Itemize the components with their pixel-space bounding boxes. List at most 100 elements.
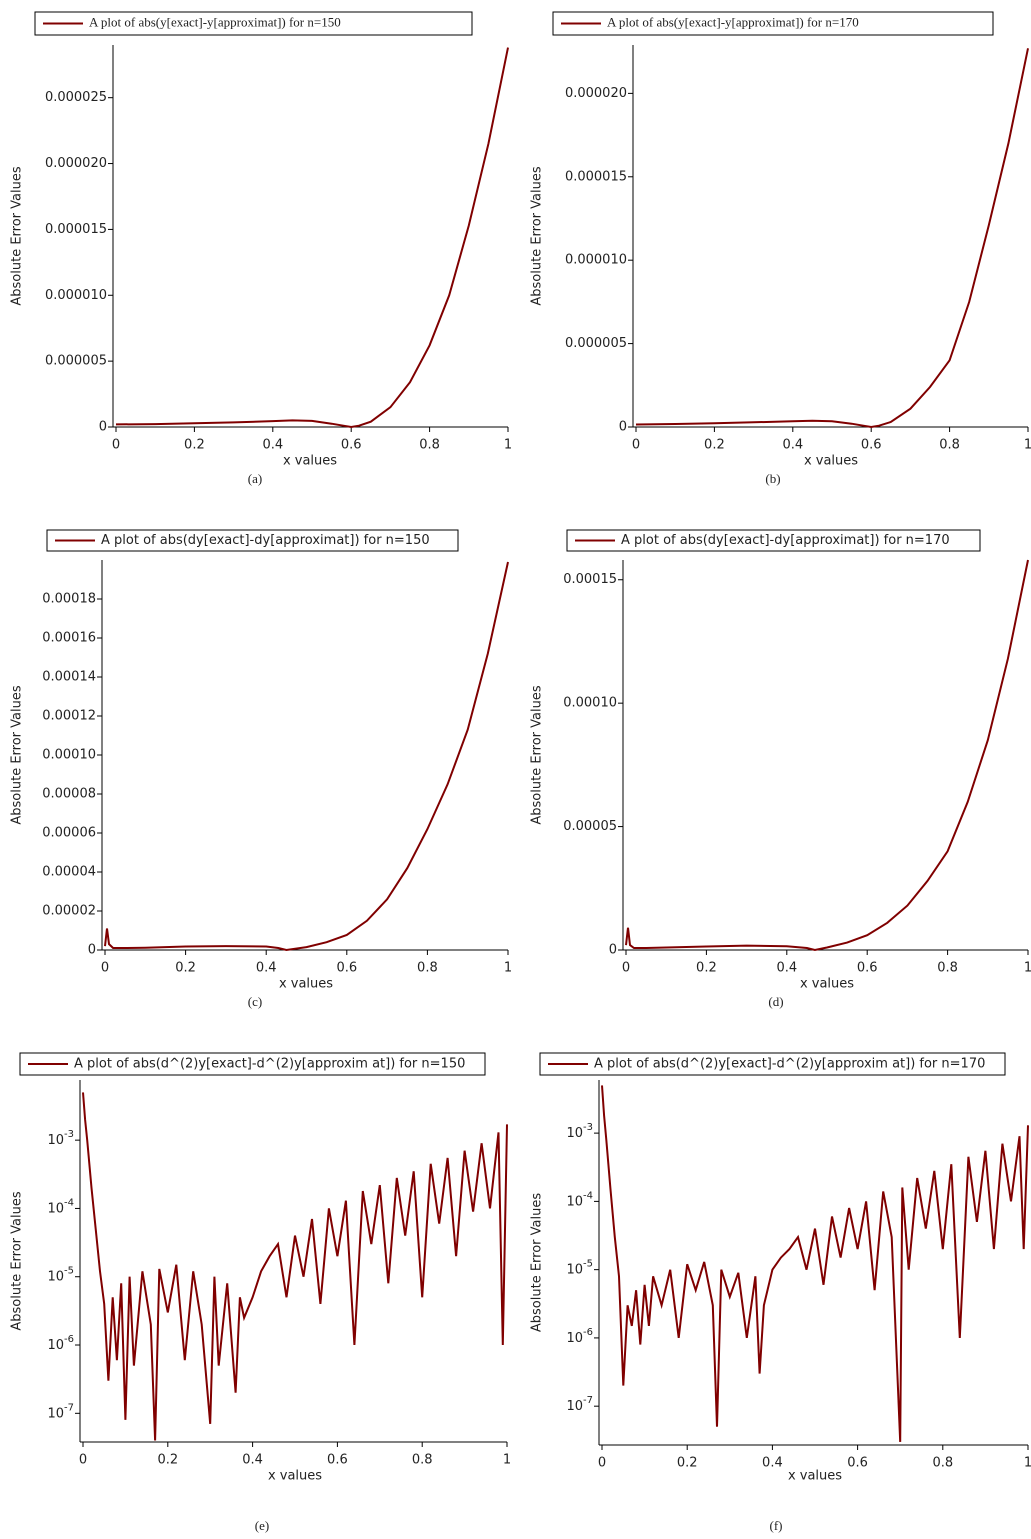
y-tick-label: 0 — [88, 943, 96, 958]
legend-box — [552, 11, 994, 36]
x-tick-label: 0.6 — [327, 1453, 348, 1468]
legend-box — [566, 529, 981, 552]
x-tick-label: 0.6 — [861, 438, 882, 453]
y-tick-label: 10-3 — [566, 1122, 593, 1141]
tick-exponent: -3 — [583, 1122, 593, 1133]
y-tick-label: 0.00012 — [42, 709, 96, 724]
y-axis-label: Absolute Error Values — [530, 685, 545, 824]
y-tick-label: 10-7 — [47, 1402, 74, 1421]
data-line — [104, 561, 509, 952]
tick-base: 10 — [47, 1133, 64, 1148]
y-tick-label: 0.00016 — [42, 631, 96, 646]
y-tick-label: 0.000025 — [45, 90, 107, 105]
legend-label: A plot of abs(dy[exact]-dy[approximat]) … — [101, 533, 430, 548]
legend-box — [539, 1052, 1006, 1076]
y-tick-label: 10-4 — [47, 1197, 74, 1216]
y-tick-label: 10-5 — [47, 1266, 74, 1285]
tick-exponent: -3 — [64, 1129, 74, 1140]
x-tick-label: 1 — [1024, 1456, 1031, 1471]
tick-exponent: -4 — [64, 1197, 74, 1208]
x-tick-label: 0.2 — [696, 961, 717, 976]
tick-base: 10 — [47, 1338, 64, 1353]
tick-base: 10 — [566, 1330, 583, 1345]
y-tick-label: 0.00018 — [42, 592, 96, 607]
x-tick-label: 1 — [1024, 438, 1031, 453]
x-axis-label: x values — [800, 977, 854, 992]
caption: (e) — [255, 1518, 269, 1533]
y-tick-label: 0.00002 — [42, 904, 96, 919]
y-tick-label: 0 — [609, 943, 617, 958]
y-tick-label: 10-6 — [47, 1334, 74, 1353]
y-tick-label: 0 — [99, 420, 107, 435]
x-tick-label: 0 — [112, 438, 120, 453]
tick-base: 10 — [47, 1201, 64, 1216]
tick-exponent: -5 — [64, 1266, 74, 1277]
x-axis-label: x values — [279, 977, 333, 992]
x-axis-label: x values — [788, 1469, 842, 1484]
caption: (a) — [248, 471, 262, 486]
tick-exponent: -6 — [64, 1334, 74, 1345]
x-tick-label: 0.4 — [776, 961, 797, 976]
tick-exponent: -5 — [583, 1259, 593, 1270]
x-tick-label: 0 — [622, 961, 630, 976]
caption: (b) — [765, 471, 780, 486]
y-tick-label: 0.00006 — [42, 826, 96, 841]
legend-box — [34, 11, 473, 36]
legend-label: A plot of abs(d^(2)y[exact]-d^(2)y[appro… — [74, 1057, 465, 1072]
y-tick-label: 10-3 — [47, 1129, 74, 1148]
x-tick-label: 0.6 — [857, 961, 878, 976]
x-tick-label: 0 — [598, 1456, 606, 1471]
legend-label: A plot of abs(y[exact]-y[approximat]) fo… — [607, 14, 859, 29]
x-tick-label: 0.6 — [847, 1456, 868, 1471]
x-tick-label: 0.8 — [419, 438, 440, 453]
x-tick-label: 0.4 — [782, 438, 803, 453]
x-axis-label: x values — [268, 1469, 322, 1484]
y-axis-label: Absolute Error Values — [10, 1191, 25, 1330]
y-tick-label: 0.00014 — [42, 670, 96, 685]
y-axis-label: Absolute Error Values — [10, 685, 25, 824]
x-tick-label: 1 — [503, 1453, 511, 1468]
y-axis-label: Absolute Error Values — [530, 1193, 545, 1332]
legend-box — [46, 529, 459, 552]
y-tick-label: 0.000020 — [45, 156, 107, 171]
y-tick-label: 0.00015 — [563, 572, 617, 587]
x-tick-label: 0.4 — [262, 438, 283, 453]
x-tick-label: 0.2 — [677, 1456, 698, 1471]
x-tick-label: 0.8 — [417, 961, 438, 976]
data-line — [625, 559, 1029, 952]
data-line — [601, 1085, 1029, 1442]
y-tick-label: 0.00004 — [42, 865, 96, 880]
x-tick-label: 0.4 — [242, 1453, 263, 1468]
y-axis-label: Absolute Error Values — [10, 166, 25, 305]
y-tick-label: 0.00010 — [563, 696, 617, 711]
y-tick-label: 0.000015 — [45, 222, 107, 237]
y-tick-label: 10-5 — [566, 1259, 593, 1278]
x-tick-label: 0 — [79, 1453, 87, 1468]
x-tick-label: 0.8 — [937, 961, 958, 976]
tick-exponent: -4 — [583, 1190, 593, 1201]
y-tick-label: 0.000010 — [45, 288, 107, 303]
tick-exponent: -7 — [583, 1395, 593, 1406]
y-tick-label: 0.00005 — [563, 819, 617, 834]
tick-base: 10 — [566, 1194, 583, 1209]
x-tick-label: 1 — [504, 438, 512, 453]
tick-exponent: -6 — [583, 1327, 593, 1338]
y-tick-label: 0.000015 — [565, 169, 627, 184]
x-tick-label: 0.2 — [704, 438, 725, 453]
x-tick-label: 0.6 — [336, 961, 357, 976]
x-tick-label: 1 — [1024, 961, 1031, 976]
x-tick-label: 0.8 — [412, 1453, 433, 1468]
x-axis-label: x values — [804, 454, 858, 469]
x-tick-label: 0.8 — [939, 438, 960, 453]
x-tick-label: 1 — [504, 961, 512, 976]
x-tick-label: 0.2 — [175, 961, 196, 976]
y-tick-label: 0.000020 — [565, 86, 627, 101]
x-tick-label: 0 — [632, 438, 640, 453]
y-axis-label: Absolute Error Values — [530, 166, 545, 305]
x-tick-label: 0.8 — [932, 1456, 953, 1471]
y-tick-label: 10-7 — [566, 1395, 593, 1414]
x-tick-label: 0.6 — [341, 438, 362, 453]
tick-base: 10 — [566, 1262, 583, 1277]
x-tick-label: 0.2 — [157, 1453, 178, 1468]
